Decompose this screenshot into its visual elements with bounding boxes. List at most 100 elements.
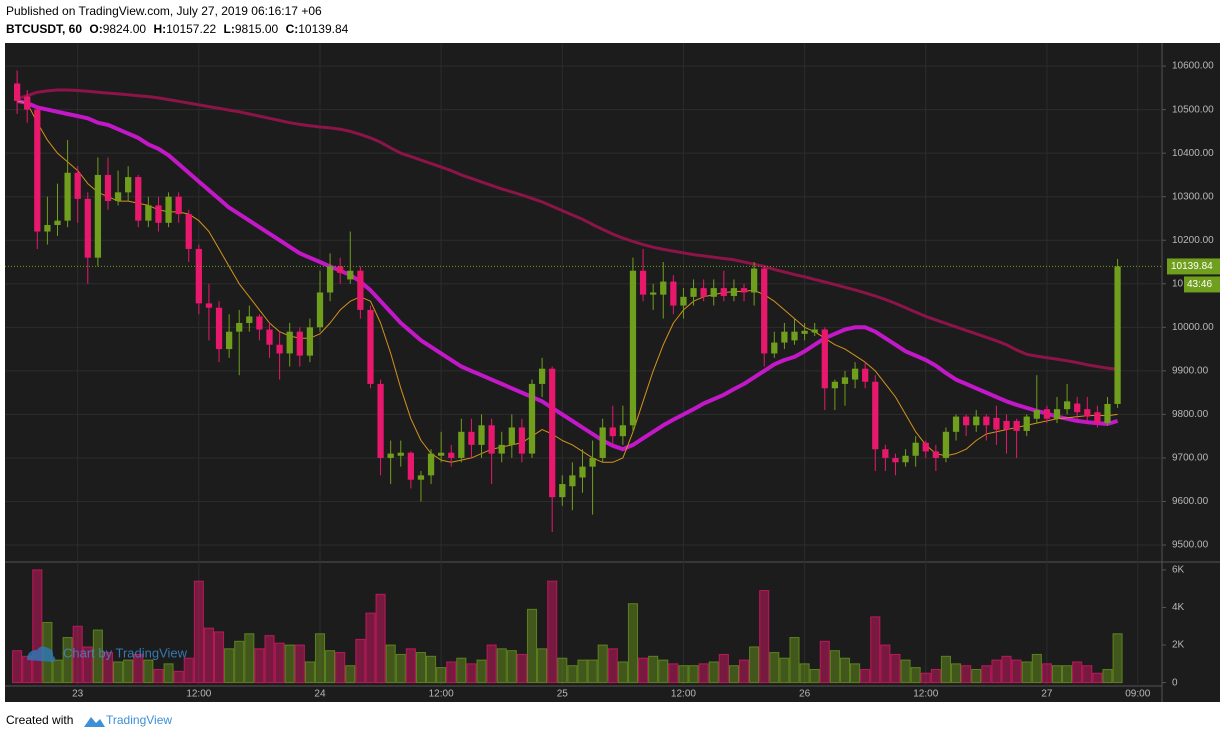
candle-body: [841, 377, 849, 384]
volume-bar: [12, 650, 23, 684]
volume-bar: [789, 637, 800, 684]
candle-body: [680, 296, 687, 306]
volume-bar: [123, 659, 134, 684]
volume-bar: [133, 653, 144, 684]
candle-body: [246, 316, 253, 323]
volume-bar: [22, 655, 33, 684]
volume-bar: [1072, 661, 1083, 684]
candle-body: [589, 457, 596, 467]
candle-body: [387, 453, 394, 458]
candle-body: [851, 368, 859, 380]
volume-bar: [910, 667, 921, 684]
candle-body: [468, 431, 475, 445]
candle-body: [165, 196, 172, 223]
volume-bar: [254, 648, 265, 684]
volume-bar: [850, 663, 861, 684]
volume-bar: [1041, 663, 1052, 684]
candle-body: [902, 455, 909, 463]
volume-bar: [961, 665, 972, 684]
y-tick-label: 10600.00: [1172, 61, 1214, 72]
candle-body: [84, 198, 91, 258]
x-tick-label: 24: [314, 689, 326, 700]
candle-body: [175, 196, 182, 215]
candle-body: [660, 281, 667, 295]
candle-body: [1013, 420, 1020, 431]
volume-tick-label: 6K: [1172, 565, 1185, 576]
candle-body: [670, 281, 677, 306]
candle-body: [286, 331, 293, 354]
volume-bar: [314, 633, 326, 684]
candle-body: [377, 383, 384, 458]
volume-bar: [163, 663, 174, 684]
ohlc-label: H:: [153, 22, 166, 36]
y-tick-label: 10400.00: [1172, 148, 1214, 159]
volume-bar: [971, 668, 982, 684]
candle-body: [862, 368, 869, 382]
watermark-text: Chart by TradingView: [63, 645, 188, 660]
volume-bar: [325, 650, 336, 684]
volume-bar: [698, 663, 709, 684]
volume-bar: [244, 633, 255, 684]
candle-body: [155, 205, 162, 223]
y-tick-label: 9700.00: [1172, 453, 1209, 464]
candle-body: [488, 425, 495, 454]
candle-body: [438, 452, 445, 456]
volume-bar: [183, 657, 194, 684]
footer-brand[interactable]: TradingView: [106, 713, 172, 727]
x-tick-label: 12:00: [913, 689, 938, 700]
volume-bar: [496, 648, 507, 684]
x-tick-label: 12:00: [429, 689, 454, 700]
volume-bar: [900, 659, 911, 684]
candle-body: [922, 442, 929, 452]
y-tick-label: 10200.00: [1172, 235, 1214, 246]
volume-bar: [658, 659, 669, 684]
volume-bar: [405, 648, 416, 684]
y-tick-label: 10500.00: [1172, 104, 1214, 115]
candle-body: [367, 309, 374, 384]
volume-bar: [728, 665, 739, 684]
volume-bar: [749, 646, 760, 684]
candle-body: [629, 270, 637, 426]
candle-body: [205, 303, 213, 308]
candle-body: [993, 417, 1000, 430]
candle-body: [700, 288, 707, 297]
volume-bar: [1082, 665, 1093, 684]
x-tick-label: 09:00: [1125, 689, 1150, 700]
x-tick-label: 12:00: [671, 689, 696, 700]
volume-bar: [173, 670, 184, 684]
candle-body: [1043, 409, 1051, 419]
volume-bar: [648, 655, 659, 684]
candle-body: [983, 416, 990, 426]
candle-body: [135, 177, 142, 221]
volume-bar: [809, 668, 820, 684]
volume-bar: [890, 653, 901, 684]
candle-body: [357, 270, 364, 310]
volume-bar: [587, 659, 598, 684]
candle-body: [963, 416, 970, 426]
candle-body: [296, 331, 303, 356]
volume-bar: [1001, 655, 1012, 684]
candle-body: [619, 425, 627, 437]
volume-bar: [920, 672, 931, 684]
candle-body: [125, 177, 132, 193]
candle-body: [94, 174, 102, 258]
x-tick-label: 27: [1041, 689, 1053, 700]
volume-bar: [607, 648, 618, 684]
ma-line: [16, 98, 1119, 452]
volume-bar: [547, 580, 558, 684]
volume-bar: [557, 657, 568, 684]
candle-body: [498, 444, 505, 454]
volume-bar: [62, 637, 73, 684]
volume-bar: [819, 640, 830, 684]
ohlc-value: 9824.00: [103, 22, 147, 36]
volume-bar: [143, 659, 154, 684]
candle-body: [942, 431, 950, 458]
y-tick-label: 9600.00: [1172, 496, 1209, 507]
volume-bar: [375, 593, 386, 684]
volume-bar: [940, 655, 951, 684]
candle-body: [892, 457, 899, 463]
volume-bar: [1021, 661, 1032, 684]
footer-created: Created with: [6, 713, 73, 727]
candle-body: [74, 172, 81, 199]
volume-bar: [759, 590, 770, 684]
